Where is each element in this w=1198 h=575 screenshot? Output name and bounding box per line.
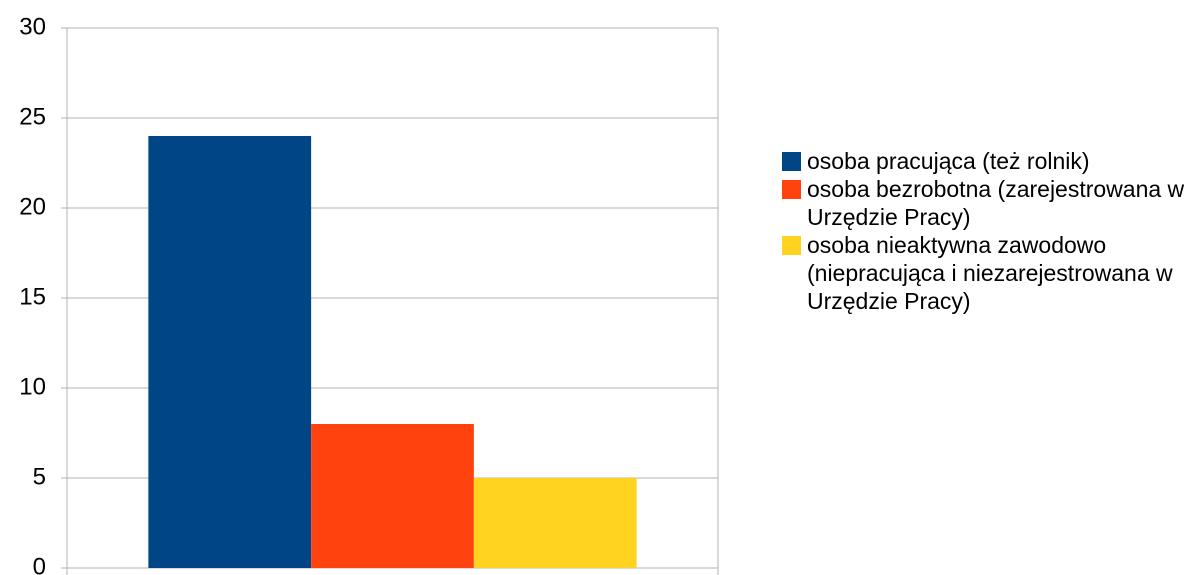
bar [148,136,312,568]
legend-swatch [782,236,801,255]
y-tick-label: 5 [33,463,46,490]
legend-label: osoba bezrobotna (zarejestrowana w Urzęd… [807,176,1185,230]
legend-swatch [782,180,801,199]
y-tick-label: 10 [19,373,46,400]
bar [311,424,474,568]
legend-entry: osoba bezrobotna (zarejestrowana w Urzęd… [782,175,1194,231]
legend-swatch [782,152,801,171]
legend-label: osoba pracująca (też rolnik) [807,148,1090,174]
y-tick-label: 20 [19,193,46,220]
legend-entry: osoba pracująca (też rolnik) [782,147,1194,175]
y-tick-label: 25 [19,103,46,130]
y-tick-label: 15 [19,283,46,310]
y-tick-label: 30 [19,13,46,40]
legend: osoba pracująca (też rolnik) osoba bezrob… [782,147,1194,315]
legend-entry: osoba nieaktywna zawodowo (niepracująca … [782,231,1194,315]
y-tick-label: 0 [33,553,46,575]
bar [473,478,637,568]
legend-label: osoba nieaktywna zawodowo (niepracująca … [807,232,1173,314]
